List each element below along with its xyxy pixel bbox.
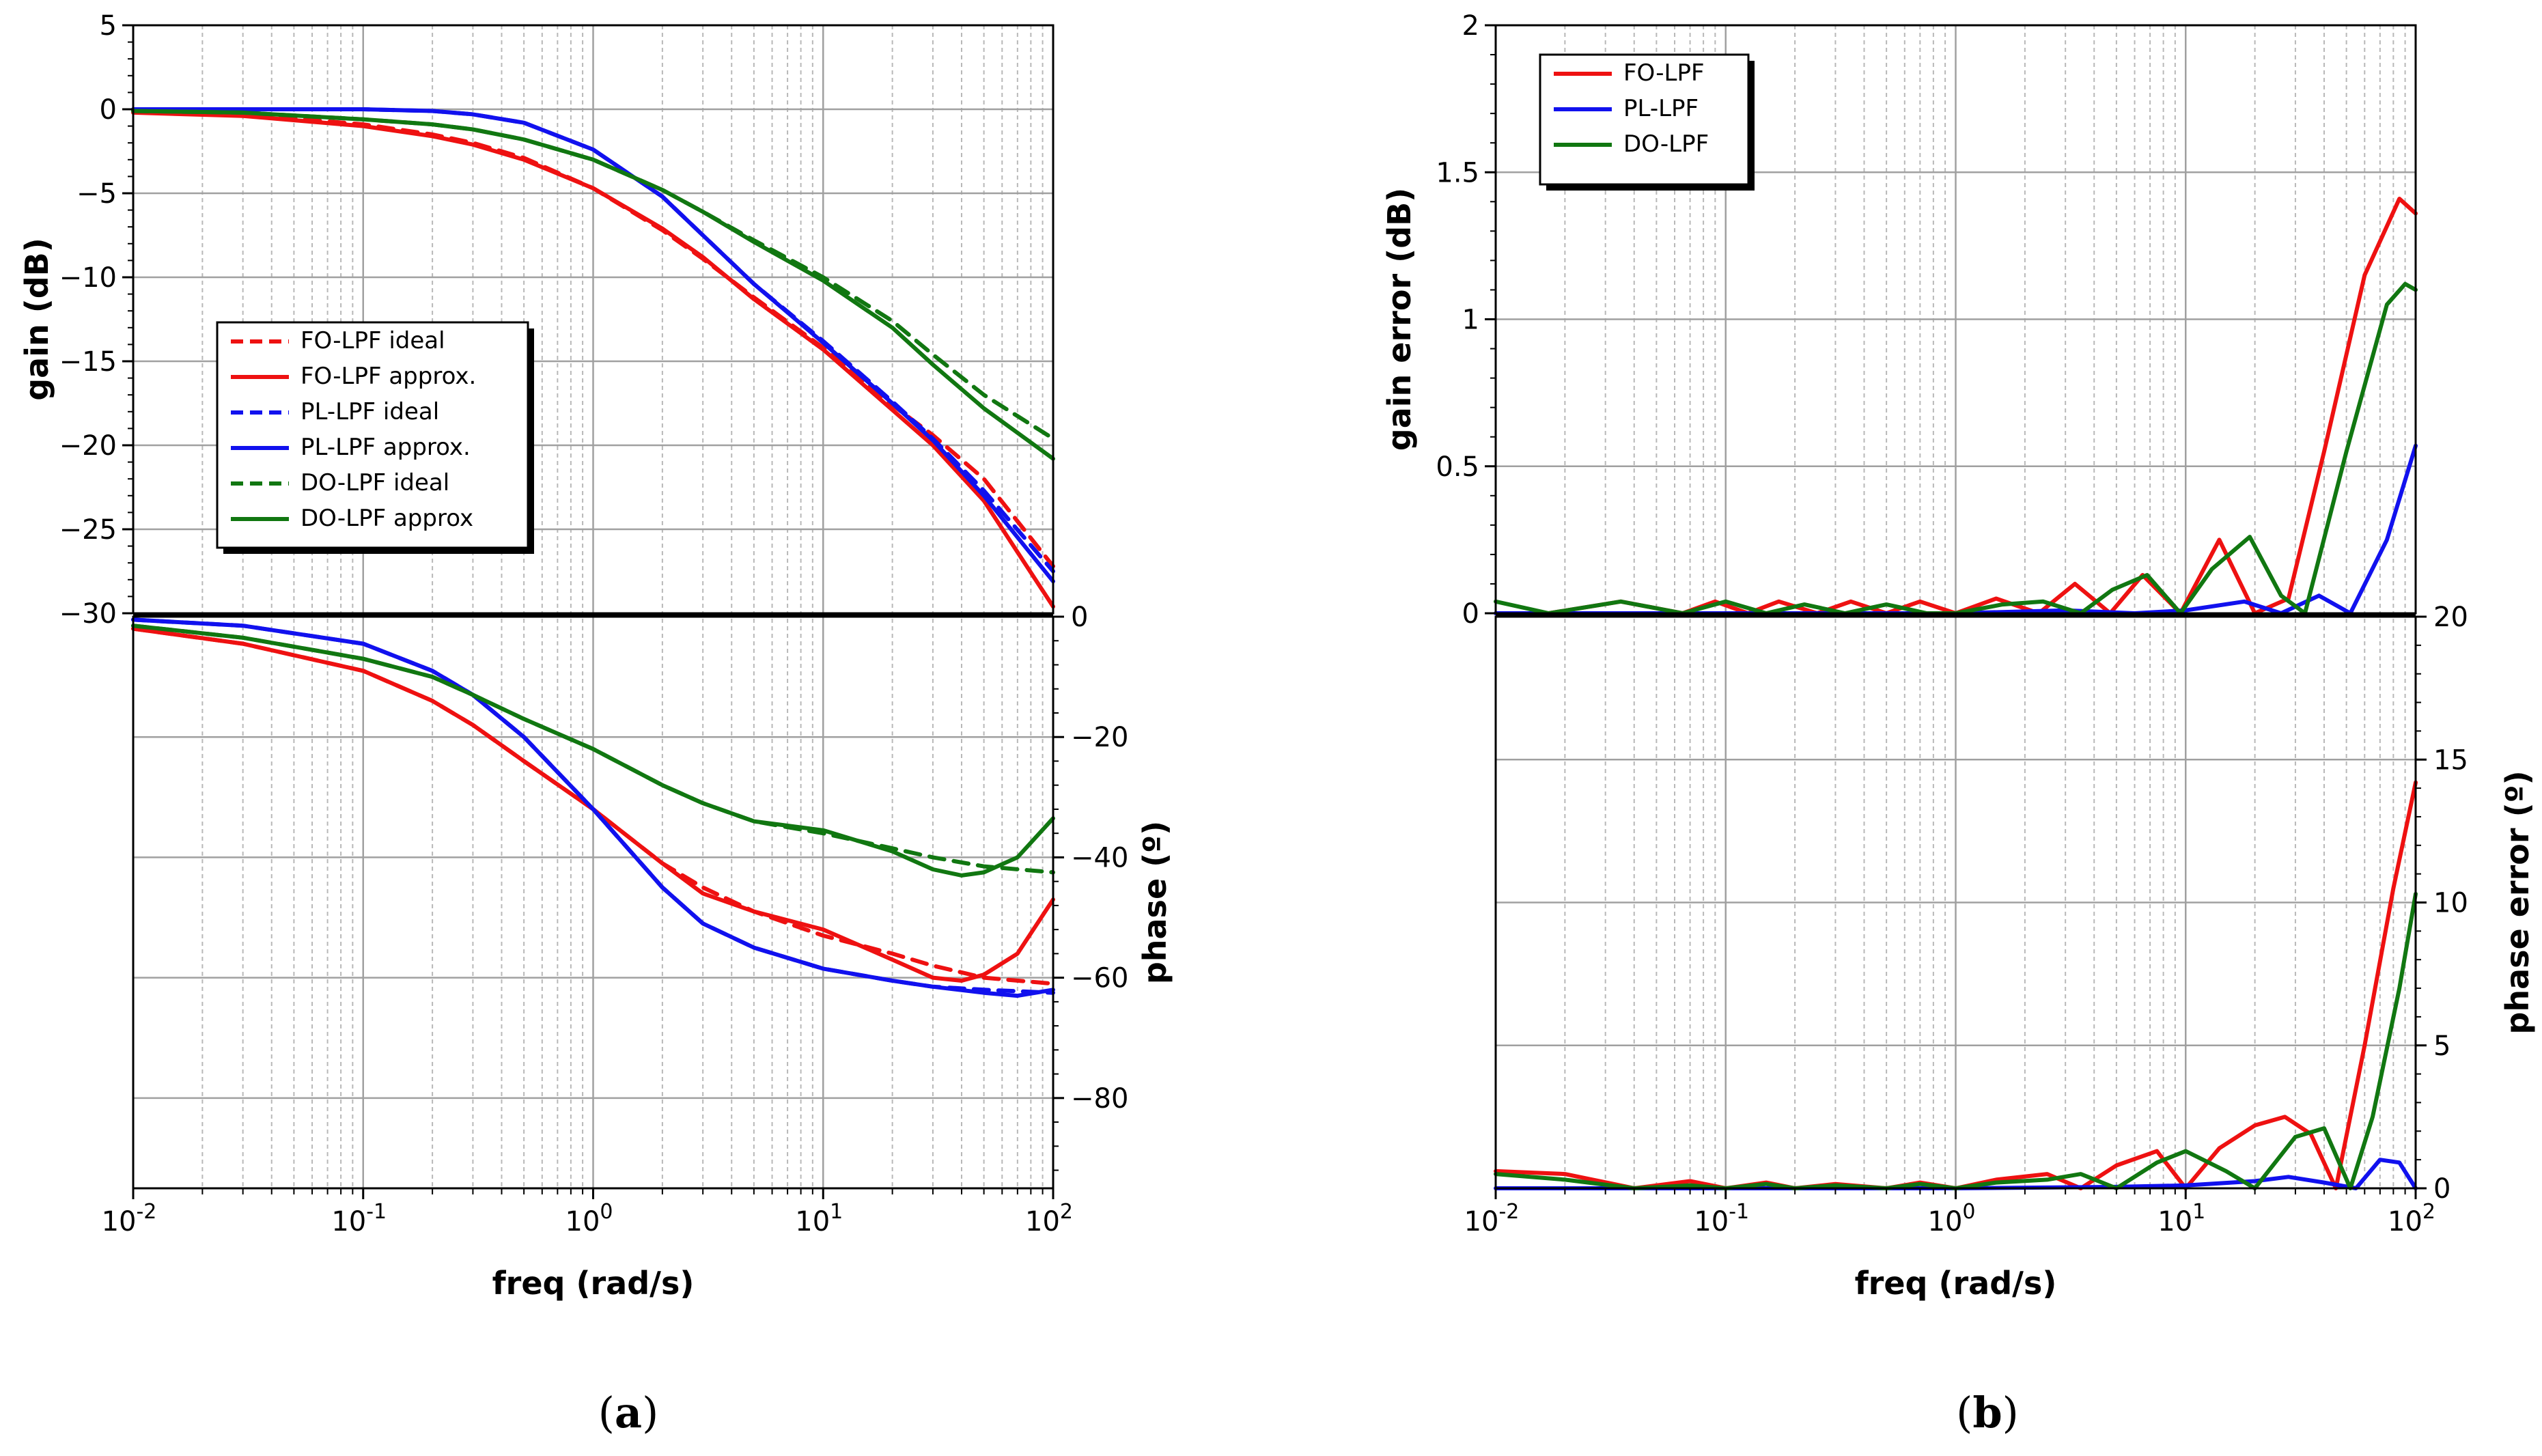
panel-b: 2 1.5 1 0.5 0 20 15 10 5 0 10-2 10-1 100 101 102 freq (…	[1381, 10, 2536, 1302]
legend-label: DO-LPF approx	[301, 505, 473, 532]
phase-tick-label: 10	[2433, 888, 2468, 919]
legend-label: FO-LPF	[1623, 59, 1705, 87]
phase-tick-label: 5	[2433, 1031, 2450, 1062]
legend-label: FO-LPF approx.	[301, 363, 476, 390]
phase-tick-label: 15	[2433, 744, 2468, 776]
x-tick-label: 102	[2388, 1200, 2435, 1237]
legend: FO-LPF PL-LPF DO-LPF	[1539, 53, 1755, 191]
phase-tick-label: −60	[1071, 963, 1128, 994]
phase-tick-label: −40	[1071, 842, 1128, 873]
gain-tick-label: 5	[100, 10, 117, 42]
gain-tick-label: −30	[59, 598, 117, 630]
phase-series-fo-lpf-approx	[131, 626, 1055, 983]
gain-tick-label: −20	[59, 430, 117, 462]
x-tick-label: 101	[795, 1200, 843, 1237]
gain-tick-label: −5	[76, 178, 117, 210]
legend-box	[1539, 53, 1750, 186]
gain-tick-label: 0.5	[1436, 451, 1479, 483]
gain-series-pl-lpf-approx	[131, 107, 1055, 584]
gain-tick-label: −25	[59, 514, 117, 546]
x-axis-title: freq (rad/s)	[492, 1265, 695, 1302]
x-tick-label: 101	[2157, 1200, 2205, 1237]
caption-a-letter: a	[615, 1388, 642, 1438]
legend-label: PL-LPF ideal	[301, 398, 439, 425]
legend-label: PL-LPF	[1623, 95, 1699, 122]
gain-tick-label: −10	[59, 262, 117, 294]
caption-b: (b)	[1956, 1388, 2019, 1438]
caption-b-letter: b	[1972, 1388, 2002, 1438]
x-axis-title: freq (rad/s)	[1855, 1265, 2057, 1302]
x-tick-label: 10-1	[331, 1200, 387, 1237]
gain-axis-title: gain (dB)	[18, 238, 55, 401]
gain-tick-label: 1	[1462, 305, 1479, 336]
legend-label: DO-LPF ideal	[301, 469, 449, 496]
phase-axis-title: phase (º)	[1136, 821, 1173, 984]
gain-tick-label: 0	[1462, 598, 1479, 630]
gain-tick-label: −15	[59, 346, 117, 378]
gain-tick-label: 0	[100, 94, 117, 126]
phase-axis-title: phase error (º)	[2499, 770, 2536, 1034]
phase-tick-label: 0	[1071, 602, 1088, 633]
x-tick-label: 10-2	[102, 1200, 157, 1237]
legend-label: FO-LPF ideal	[301, 327, 445, 354]
gain-tick-label: 1.5	[1436, 157, 1479, 188]
phase-tick-label: −20	[1071, 722, 1128, 753]
x-tick-label: 100	[565, 1200, 613, 1237]
legend-box	[216, 321, 529, 549]
phase-series-do-lpf-approx	[131, 624, 1055, 878]
phase-tick-label: −80	[1071, 1083, 1128, 1115]
panel-a: 5 0 −5 −10 −15 −20 −25 −30 0 −20 −40 −60 −80 10-2 10-1…	[18, 10, 1173, 1302]
phase-tick-label: 0	[2433, 1173, 2450, 1205]
x-tick-label: 102	[1025, 1200, 1073, 1237]
gain-tick-label: 2	[1462, 10, 1479, 42]
phase-series-pl-lpf-approx	[131, 617, 1055, 998]
gain-axis-title: gain error (dB)	[1381, 188, 1418, 451]
gain-series-do-lpf-approx	[131, 109, 1055, 461]
legend-label: PL-LPF approx.	[301, 434, 471, 461]
caption-a: (a)	[598, 1388, 659, 1438]
legend: FO-LPF ideal FO-LPF approx. PL-LPF ideal PL…	[216, 321, 534, 554]
x-tick-label: 100	[1928, 1200, 1976, 1237]
gain-series-fo-lpf-approx	[131, 110, 1055, 609]
legend-label: DO-LPF	[1623, 130, 1709, 158]
phase-tick-label: 20	[2433, 602, 2468, 633]
x-tick-label: 10-2	[1464, 1200, 1520, 1237]
x-tick-label: 10-1	[1694, 1200, 1749, 1237]
